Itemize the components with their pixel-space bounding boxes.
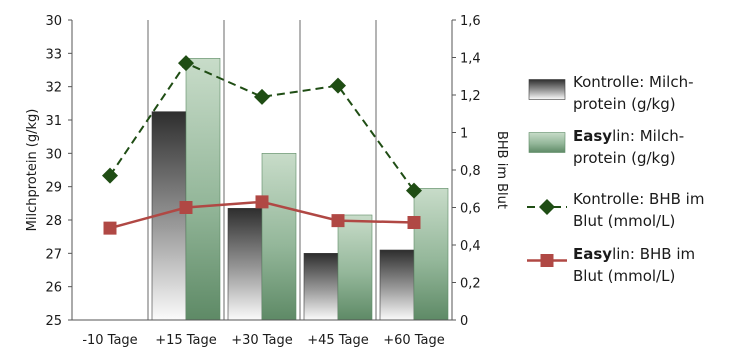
marker-kontrolle-bhb — [102, 167, 118, 184]
y-tick-label: 30 — [45, 147, 62, 162]
y-axis-ticks: 25 26 27 28 29 30 31 32 33 30 — [45, 14, 72, 329]
y-tick-label: 32 — [45, 81, 62, 96]
legend-label: Kontrolle: Milch- — [573, 73, 694, 91]
y2-axis-ticks: 0 0,2 0,4 0,6 0,8 1 1,2 1,4 1,6 — [452, 14, 481, 329]
legend-item: Easylin: Milch-protein (g/kg) — [528, 127, 684, 167]
line-kontrolle-bhb — [109, 61, 415, 192]
y2-tick-label: 0,8 — [460, 164, 481, 179]
y-tick-label: 26 — [45, 281, 62, 296]
y-tick-label: 30 — [45, 14, 62, 29]
marker-easylin-bhb — [255, 195, 269, 209]
y2-tick-label: 0,4 — [460, 239, 481, 254]
legend-label: Blut (mmol/L) — [573, 212, 675, 230]
legend-swatch — [528, 132, 566, 153]
y-tick-label: 28 — [45, 214, 62, 229]
bar-kontrolle-milchprotein — [379, 249, 415, 321]
bar-easylin-milchprotein — [185, 58, 221, 321]
marker-easylin-bhb — [331, 214, 345, 228]
bar-kontrolle-milchprotein — [227, 208, 263, 321]
legend-label-text: Blut (mmol/L) — [573, 212, 675, 230]
x-tick-label: +30 Tage — [231, 333, 293, 348]
legend-label-text: Kontrolle: BHB im — [573, 190, 704, 208]
legend-label: Blut (mmol/L) — [573, 267, 675, 285]
y-tick-label: 33 — [45, 47, 62, 62]
x-tick-label: +15 Tage — [155, 333, 217, 348]
legend-label: Easylin: Milch- — [573, 127, 684, 145]
legend-swatch-marker — [540, 254, 554, 267]
y-tick-label: 29 — [45, 181, 62, 196]
legend-label-text: protein (g/kg) — [573, 149, 676, 167]
y2-tick-label: 0,2 — [460, 277, 481, 292]
legend: Kontrolle: Milch-protein (g/kg)Easylin: … — [527, 73, 704, 285]
legend-label-text: protein (g/kg) — [573, 95, 676, 113]
x-tick-label: -10 Tage — [82, 333, 137, 348]
x-axis-ticks: -10 Tage +15 Tage +30 Tage +45 Tage +60 Tage — [82, 333, 444, 348]
legend-item: Kontrolle: Milch-protein (g/kg) — [528, 73, 694, 113]
marker-kontrolle-bhb — [254, 88, 270, 105]
y2-tick-label: 0 — [460, 314, 468, 329]
y2-tick-label: 1,2 — [460, 89, 481, 104]
legend-item: Kontrolle: BHB im Blut (mmol/L) — [527, 190, 704, 230]
y-tick-label: 25 — [45, 314, 62, 329]
x-tick-label: +60 Tage — [383, 333, 445, 348]
bar-easylin-milchprotein — [337, 214, 373, 321]
x-tick-label: +45 Tage — [307, 333, 369, 348]
legend-label-bold: Easy — [573, 127, 612, 145]
legend-label: protein (g/kg) — [573, 149, 676, 167]
marker-kontrolle-bhb — [178, 55, 194, 72]
y-axis-label: Milchprotein (g/kg) — [25, 109, 40, 232]
legend-item: Easylin: BHB im Blut (mmol/L) — [527, 245, 695, 285]
y-tick-label: 31 — [45, 114, 62, 129]
marker-kontrolle-bhb — [406, 182, 422, 199]
y-tick-label: 27 — [45, 247, 62, 262]
y2-tick-label: 1,6 — [460, 14, 481, 29]
legend-swatch — [528, 79, 566, 100]
marker-kontrolle-bhb — [330, 77, 346, 94]
legend-label-text: Blut (mmol/L) — [573, 267, 675, 285]
legend-label: Easylin: BHB im — [573, 245, 695, 263]
bar-easylin-milchprotein — [413, 188, 449, 321]
y2-tick-label: 1 — [460, 127, 468, 142]
legend-label-text: lin: Milch- — [612, 127, 684, 145]
legend-label: protein (g/kg) — [573, 95, 676, 113]
legend-label-text: lin: BHB im — [612, 245, 695, 263]
bar-easylin-milchprotein — [261, 153, 297, 321]
y2-tick-label: 0,6 — [460, 202, 481, 217]
marker-easylin-bhb — [407, 216, 421, 229]
plot-area — [71, 20, 453, 321]
legend-label: Kontrolle: BHB im — [573, 190, 704, 208]
y2-axis-label: BHB im Blut — [494, 131, 509, 209]
y2-tick-label: 1,4 — [460, 52, 481, 67]
legend-label-bold: Easy — [573, 245, 612, 263]
marker-easylin-bhb — [179, 201, 193, 214]
legend-label-text: Kontrolle: Milch- — [573, 73, 694, 91]
marker-easylin-bhb — [103, 221, 117, 235]
bar-kontrolle-milchprotein — [303, 253, 339, 321]
legend-swatch-marker — [539, 199, 555, 215]
